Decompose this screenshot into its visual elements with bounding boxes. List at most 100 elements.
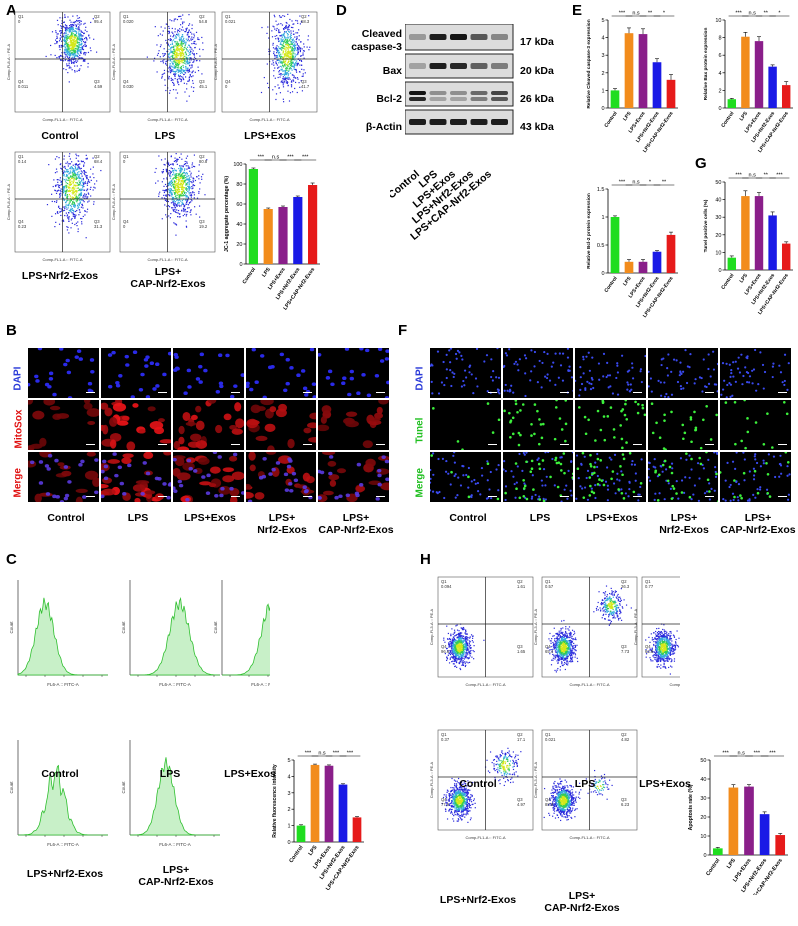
flow-event-dot bbox=[65, 36, 68, 38]
flow-event-dot bbox=[288, 56, 290, 58]
nucleus bbox=[771, 365, 774, 368]
flow-event-dot bbox=[70, 67, 72, 69]
flow-event-dot bbox=[74, 167, 77, 169]
flow-event-dot bbox=[66, 171, 68, 173]
flow-event-dot bbox=[79, 54, 81, 56]
flow-event-dot bbox=[187, 32, 189, 34]
y-axis-label: Relative Cleaved caspase-3 expression bbox=[586, 19, 592, 108]
flow-event-dot bbox=[72, 32, 74, 35]
flow-event-dot bbox=[193, 154, 196, 156]
flow-event-dot bbox=[171, 20, 173, 22]
flow-event-dot bbox=[175, 223, 177, 225]
flow-event-dot bbox=[302, 75, 304, 77]
tunel-positive-cell bbox=[733, 400, 737, 404]
flow-event-dot bbox=[280, 38, 282, 40]
nucleus bbox=[285, 357, 290, 362]
nucleus bbox=[37, 348, 43, 351]
flow-event-dot bbox=[172, 36, 174, 38]
flow-event-dot bbox=[79, 50, 81, 53]
quadrant-value: 0 bbox=[123, 159, 126, 164]
flow-event-dot bbox=[66, 215, 68, 217]
flow-event-dot bbox=[75, 200, 77, 202]
nucleus bbox=[328, 455, 334, 459]
nucleus bbox=[544, 498, 547, 501]
blot-band bbox=[429, 97, 447, 101]
flow-event-dot bbox=[177, 185, 180, 188]
flow-event-dot bbox=[175, 53, 177, 55]
flow-event-dot bbox=[168, 189, 170, 191]
nucleus bbox=[540, 484, 544, 487]
nucleus bbox=[94, 458, 99, 462]
flow-event-dot bbox=[64, 38, 66, 40]
flow-event-dot bbox=[72, 30, 74, 32]
flow-event-dot bbox=[181, 203, 183, 205]
flow-event-dot bbox=[86, 197, 88, 199]
panel-label-d: D bbox=[336, 2, 347, 19]
flow-event-dot bbox=[86, 184, 89, 186]
flow-event-dot bbox=[170, 48, 172, 50]
nucleus bbox=[616, 362, 619, 365]
flow-event-dot bbox=[272, 62, 275, 64]
flow-event-dot bbox=[177, 191, 179, 193]
nucleus bbox=[543, 484, 547, 487]
tunel-positive-cell bbox=[720, 471, 722, 474]
flow-event-dot bbox=[75, 33, 77, 36]
flow-event-dot bbox=[294, 47, 296, 50]
flow-event-dot bbox=[191, 80, 194, 82]
nucleus bbox=[743, 479, 746, 482]
nucleus bbox=[634, 472, 637, 475]
tunel-positive-cell bbox=[662, 413, 666, 417]
tunel-positive-cell bbox=[555, 461, 558, 465]
panel-b-caption: LPS+ Nrf2-Exos bbox=[257, 512, 307, 536]
flow-event-dot bbox=[163, 190, 166, 192]
flow-event-dot bbox=[67, 178, 70, 180]
flow-event-dot bbox=[180, 205, 182, 207]
flow-event-dot bbox=[88, 180, 90, 182]
flow-event-dot bbox=[51, 200, 53, 203]
flow-event-dot bbox=[183, 190, 185, 192]
flow-event-dot bbox=[68, 51, 70, 53]
nucleus bbox=[522, 482, 525, 485]
flow-event-dot bbox=[177, 201, 179, 203]
flow-event-dot bbox=[174, 77, 176, 80]
flow-event-dot bbox=[193, 41, 195, 43]
nucleus bbox=[630, 463, 633, 466]
nucleus bbox=[577, 477, 580, 480]
flow-event-dot bbox=[183, 177, 185, 179]
tunel-positive-cell bbox=[701, 418, 705, 422]
nucleus bbox=[198, 364, 203, 369]
flow-event-dot bbox=[181, 165, 183, 167]
y-axis-label: Count bbox=[213, 621, 218, 634]
flow-event-dot bbox=[172, 46, 174, 48]
flow-event-dot bbox=[280, 81, 282, 83]
flow-event-dot bbox=[87, 192, 89, 194]
flow-event-dot bbox=[284, 69, 287, 72]
micrograph-cells bbox=[28, 348, 95, 398]
flow-event-dot bbox=[173, 177, 175, 179]
flow-event-dot bbox=[73, 172, 76, 174]
flow-event-dot bbox=[175, 234, 177, 236]
flow-event-dot bbox=[65, 30, 67, 32]
flow-event-dot bbox=[75, 210, 77, 213]
flow-event-dot bbox=[159, 191, 161, 193]
flow-event-dot bbox=[181, 192, 183, 194]
y-tick-label: 40 bbox=[236, 222, 242, 228]
micrograph-cells bbox=[502, 348, 573, 398]
flow-event-dot bbox=[164, 27, 166, 29]
flow-event-dot bbox=[157, 180, 159, 182]
nucleus bbox=[504, 498, 507, 502]
flow-event-dot bbox=[279, 43, 281, 45]
flow-event-dot bbox=[163, 194, 165, 196]
flow-event-dot bbox=[77, 164, 80, 166]
nucleus bbox=[138, 387, 143, 392]
nucleus bbox=[582, 358, 585, 361]
nucleus bbox=[550, 457, 554, 461]
nucleus bbox=[139, 372, 145, 377]
quadrant-name: Q2 bbox=[199, 154, 205, 159]
nucleus bbox=[606, 484, 609, 487]
nucleus bbox=[300, 369, 305, 373]
flow-event-dot bbox=[85, 44, 87, 47]
flow-event-dot bbox=[68, 46, 71, 48]
mitosox-cell bbox=[135, 480, 149, 485]
flow-event-dot bbox=[71, 41, 74, 44]
